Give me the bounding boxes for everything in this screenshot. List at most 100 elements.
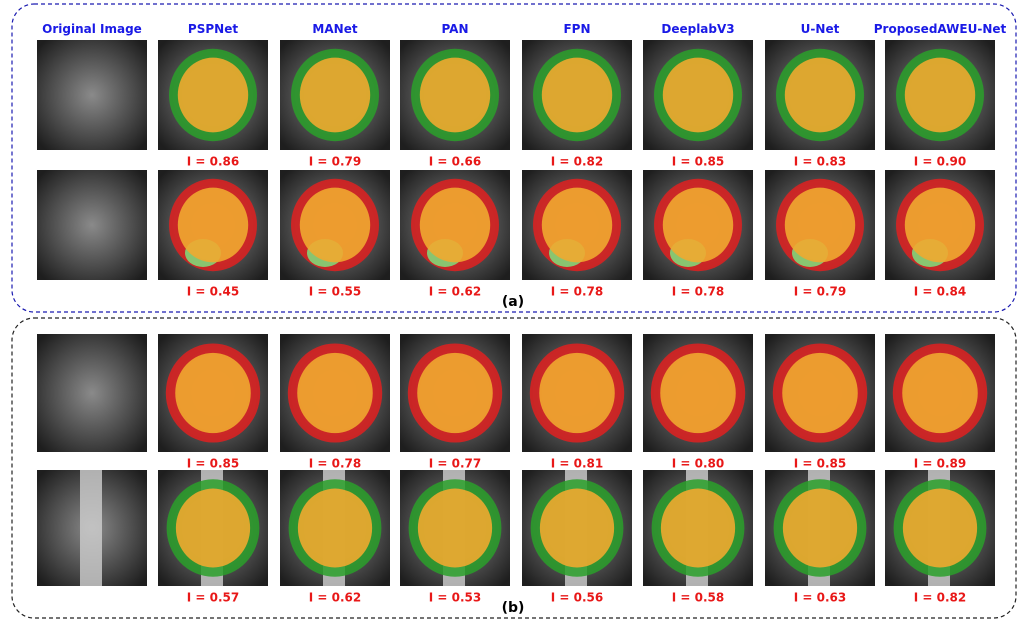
panel-label: (b) [502, 600, 525, 616]
column-header: ProposedAWEU-Net [874, 22, 1007, 36]
score: I = 0.85 [672, 155, 724, 169]
overlay-inner [178, 188, 248, 263]
image-cell [158, 40, 268, 150]
overlay-inner [905, 58, 975, 133]
score: I = 0.80 [672, 457, 724, 471]
score: I = 0.82 [914, 591, 966, 605]
overlay-inner [663, 58, 733, 133]
score: I = 0.63 [794, 591, 846, 605]
overlay-inner [298, 489, 372, 568]
column-header: FPN [563, 22, 590, 36]
image-cell [280, 40, 390, 150]
overlay-inner [418, 489, 492, 568]
image-cell [885, 470, 995, 586]
image-cell [280, 334, 390, 452]
score: I = 0.78 [672, 285, 724, 299]
image-cell [400, 40, 510, 150]
overlay-inner [661, 489, 735, 568]
image-cell [885, 170, 995, 280]
score: I = 0.82 [551, 155, 603, 169]
column-header: MANet [312, 22, 357, 36]
image-cell [643, 170, 753, 280]
overlay-inner [660, 353, 736, 433]
image-cell [37, 334, 147, 452]
score: I = 0.78 [309, 457, 361, 471]
score: I = 0.86 [187, 155, 239, 169]
column-header: DeeplabV3 [661, 22, 734, 36]
overlay-inner [783, 489, 857, 568]
score: I = 0.83 [794, 155, 846, 169]
overlay-inner [902, 353, 978, 433]
score: I = 0.79 [309, 155, 361, 169]
score: I = 0.66 [429, 155, 481, 169]
overlay-inner [297, 353, 373, 433]
image-cell [522, 470, 632, 586]
image-cell [37, 470, 147, 586]
score: I = 0.53 [429, 591, 481, 605]
score: I = 0.62 [429, 285, 481, 299]
overlay-inner [300, 188, 370, 263]
image-cell [885, 40, 995, 150]
overlay-inner [542, 188, 612, 263]
score: I = 0.84 [914, 285, 966, 299]
score: I = 0.89 [914, 457, 966, 471]
score: I = 0.85 [187, 457, 239, 471]
image-cell [280, 170, 390, 280]
overlay-inner [175, 353, 251, 433]
score: I = 0.77 [429, 457, 481, 471]
vessel [80, 470, 102, 586]
overlay-inner [176, 489, 250, 568]
overlay-inner [300, 58, 370, 133]
image-cell [400, 170, 510, 280]
image [37, 40, 147, 150]
image-cell [765, 334, 875, 452]
overlay-inner [542, 58, 612, 133]
score: I = 0.81 [551, 457, 603, 471]
column-header: PSPNet [188, 22, 238, 36]
image-cell [522, 170, 632, 280]
score: I = 0.85 [794, 457, 846, 471]
score: I = 0.55 [309, 285, 361, 299]
overlay-inner [178, 58, 248, 133]
score: I = 0.90 [914, 155, 966, 169]
score: I = 0.56 [551, 591, 603, 605]
score: I = 0.57 [187, 591, 239, 605]
image-cell [765, 470, 875, 586]
image-cell [158, 470, 268, 586]
overlay-inner [785, 58, 855, 133]
column-header: PAN [441, 22, 468, 36]
image-cell [158, 334, 268, 452]
overlay-inner [417, 353, 493, 433]
score: I = 0.45 [187, 285, 239, 299]
score: I = 0.78 [551, 285, 603, 299]
image [37, 170, 147, 280]
image-cell [765, 170, 875, 280]
score: I = 0.79 [794, 285, 846, 299]
overlay-inner [420, 58, 490, 133]
image-cell [37, 40, 147, 150]
overlay-inner [782, 353, 858, 433]
overlay-inner [420, 188, 490, 263]
score: I = 0.62 [309, 591, 361, 605]
figure: Original Image PSPNet MANet PAN FPN DeeplabV3… [0, 0, 1026, 621]
image-cell [643, 334, 753, 452]
column-header: Original Image [42, 22, 142, 36]
image [37, 334, 147, 452]
score: I = 0.58 [672, 591, 724, 605]
image-cell [765, 40, 875, 150]
image-cell [522, 334, 632, 452]
overlay-inner [903, 489, 977, 568]
overlay-inner [905, 188, 975, 263]
image-cell [400, 470, 510, 586]
overlay-inner [540, 489, 614, 568]
overlay-inner [539, 353, 615, 433]
image-cell [400, 334, 510, 452]
panel-label: (a) [502, 294, 524, 310]
overlay-inner [785, 188, 855, 263]
image-cell [37, 170, 147, 280]
image-cell [158, 170, 268, 280]
overlay-inner [663, 188, 733, 263]
image-cell [643, 40, 753, 150]
image-cell [522, 40, 632, 150]
image-cell [885, 334, 995, 452]
